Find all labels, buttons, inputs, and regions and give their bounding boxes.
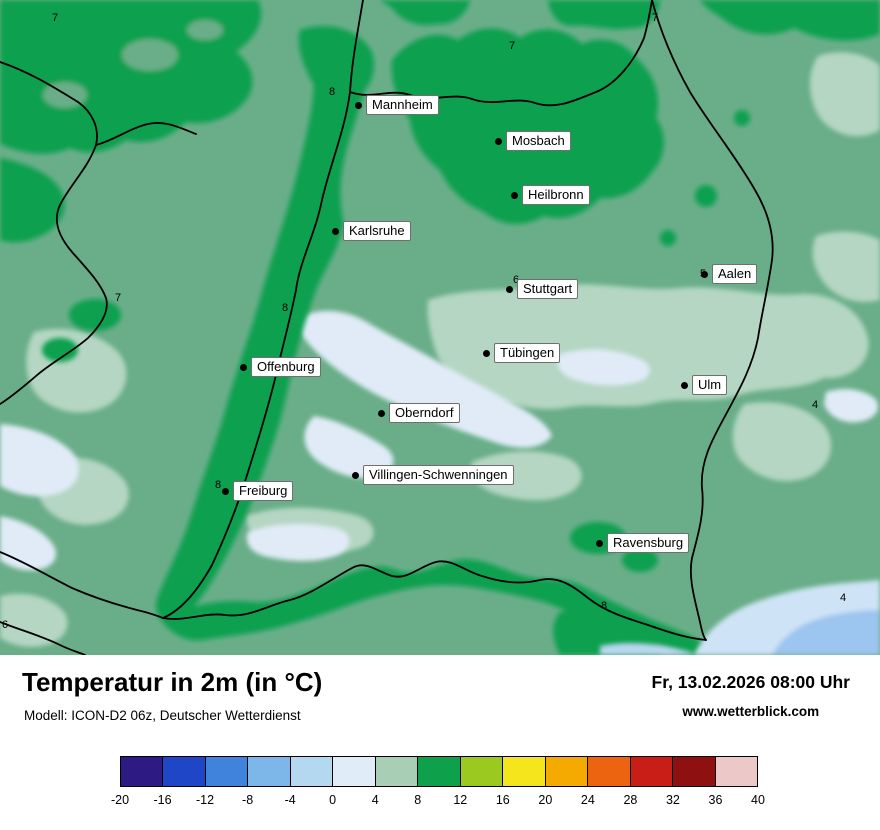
page-title: Temperatur in 2m (in °C) bbox=[22, 667, 323, 697]
legend-tick-label: 4 bbox=[371, 793, 379, 807]
legend-segment bbox=[205, 757, 249, 786]
city-marker: Karlsruhe bbox=[332, 221, 411, 241]
city-dot-icon bbox=[355, 101, 362, 109]
city-label: Ulm bbox=[692, 375, 728, 395]
legend-segment bbox=[290, 757, 334, 786]
legend-tick-label: 16 bbox=[495, 793, 510, 807]
legend-tick-label: 8 bbox=[414, 793, 422, 807]
legend-tick-label: 0 bbox=[329, 793, 337, 807]
temp-value: 6 bbox=[2, 619, 9, 631]
city-label: Aalen bbox=[712, 264, 758, 284]
city-marker: Tübingen bbox=[483, 343, 561, 363]
city-dot-icon bbox=[701, 270, 708, 278]
city-marker: Mannheim bbox=[355, 95, 439, 115]
legend-segment bbox=[673, 757, 716, 786]
temp-value: 8 bbox=[282, 302, 289, 314]
datetime-block: Fr, 13.02.2026 08:00 Uhr www.wetterblick… bbox=[652, 672, 850, 719]
city-label: Freiburg bbox=[233, 481, 294, 501]
city-label: Ravensburg bbox=[607, 533, 690, 553]
temp-value: 4 bbox=[840, 592, 847, 604]
city-marker: Ravensburg bbox=[596, 533, 690, 553]
city-dot-icon bbox=[222, 487, 229, 495]
legend-segment bbox=[503, 757, 546, 786]
map-region-warm bbox=[0, 0, 880, 655]
legend-segment bbox=[418, 757, 461, 786]
legend-tick-label: 40 bbox=[751, 793, 765, 807]
city-label: Mannheim bbox=[366, 95, 439, 115]
model-info: Modell: ICON-D2 06z, Deutscher Wetterdie… bbox=[24, 708, 301, 723]
city-markers: Mannheim Mosbach Heilbronn Karlsruhe Stuttga… bbox=[222, 95, 758, 553]
legend-segment bbox=[121, 757, 164, 786]
temp-value: 8 bbox=[329, 86, 336, 98]
temp-value: 4 bbox=[812, 399, 819, 411]
legend-tick-label: 32 bbox=[665, 793, 680, 807]
legend-tick-label: -4 bbox=[284, 793, 296, 807]
temp-value: 8 bbox=[601, 600, 608, 612]
temp-value: 7 bbox=[52, 12, 59, 24]
forecast-datetime: Fr, 13.02.2026 08:00 Uhr bbox=[651, 672, 850, 692]
city-label: Stuttgart bbox=[517, 279, 579, 299]
city-label: Offenburg bbox=[251, 357, 321, 377]
city-dot-icon bbox=[483, 349, 490, 357]
city-dot-icon bbox=[495, 137, 502, 145]
city-marker: Aalen bbox=[701, 264, 758, 284]
legend-segment bbox=[163, 757, 206, 786]
city-label: Mosbach bbox=[506, 131, 571, 151]
temp-value: 8 bbox=[215, 479, 222, 491]
city-dot-icon bbox=[240, 363, 247, 371]
temp-value: 7 bbox=[652, 12, 659, 24]
temperature-map: 7778786548486 MannheimMosbachHeilbronnKa… bbox=[0, 0, 880, 655]
map-borders bbox=[0, 0, 774, 655]
map-region-alpine-blue bbox=[600, 580, 880, 655]
city-dot-icon bbox=[681, 381, 688, 389]
legend-ticks: -20 -16 -12 -8 -4 0 4 8 12 16 20 24 28 32 36 40 bbox=[111, 793, 765, 809]
legend-tick-label: 28 bbox=[623, 793, 638, 807]
city-marker: Freiburg bbox=[222, 481, 294, 501]
legend-segment bbox=[588, 757, 631, 786]
city-label: Oberndorf bbox=[389, 403, 460, 423]
city-label: Villingen-Schwenningen bbox=[363, 465, 514, 485]
legend-tick-label: 24 bbox=[580, 793, 595, 807]
temperature-map-svg bbox=[0, 0, 880, 655]
city-marker: Offenburg bbox=[240, 357, 321, 377]
city-marker: Oberndorf bbox=[378, 403, 460, 423]
legend-segment bbox=[460, 757, 504, 786]
temp-value: 7 bbox=[509, 40, 516, 52]
city-dot-icon bbox=[352, 471, 359, 479]
legend-tick-label: 20 bbox=[538, 793, 553, 807]
legend-tick-label: -12 bbox=[196, 793, 215, 807]
city-dot-icon bbox=[506, 285, 513, 293]
legend-tick-label: 36 bbox=[708, 793, 723, 807]
legend-segment bbox=[715, 757, 758, 786]
temp-value: 7 bbox=[115, 292, 122, 304]
city-dot-icon bbox=[378, 409, 385, 417]
color-scale-legend: -20 -16 -12 -8 -4 0 4 8 12 16 20 24 28 32 36 40 bbox=[111, 756, 765, 809]
legend-bar bbox=[120, 756, 758, 787]
legend-tick-label: -16 bbox=[153, 793, 172, 807]
city-marker: Heilbronn bbox=[511, 185, 590, 205]
city-marker: Mosbach bbox=[495, 131, 571, 151]
legend-tick-label: 12 bbox=[453, 793, 468, 807]
legend-segment bbox=[375, 757, 419, 786]
map-region-cold-pale bbox=[0, 310, 878, 571]
city-dot-icon bbox=[596, 539, 603, 547]
temp-value: 6 bbox=[513, 274, 519, 286]
city-label: Heilbronn bbox=[522, 185, 590, 205]
city-marker: Villingen-Schwenningen bbox=[352, 465, 514, 485]
city-label: Tübingen bbox=[494, 343, 561, 363]
city-marker: Stuttgart bbox=[506, 279, 579, 299]
legend-segment bbox=[630, 757, 674, 786]
legend-segment bbox=[545, 757, 589, 786]
legend-tick-label: -20 bbox=[110, 793, 130, 807]
city-dot-icon bbox=[332, 227, 339, 235]
map-footer: Temperatur in 2m (in °C) Modell: ICON-D2… bbox=[0, 655, 880, 830]
city-label: Karlsruhe bbox=[343, 221, 411, 241]
legend-tick-label: -8 bbox=[242, 793, 254, 807]
city-dot-icon bbox=[511, 191, 518, 199]
legend-segment bbox=[333, 757, 376, 786]
website-label: www.wetterblick.com bbox=[682, 704, 820, 719]
city-marker: Ulm bbox=[681, 375, 728, 395]
legend-segment bbox=[248, 757, 291, 786]
